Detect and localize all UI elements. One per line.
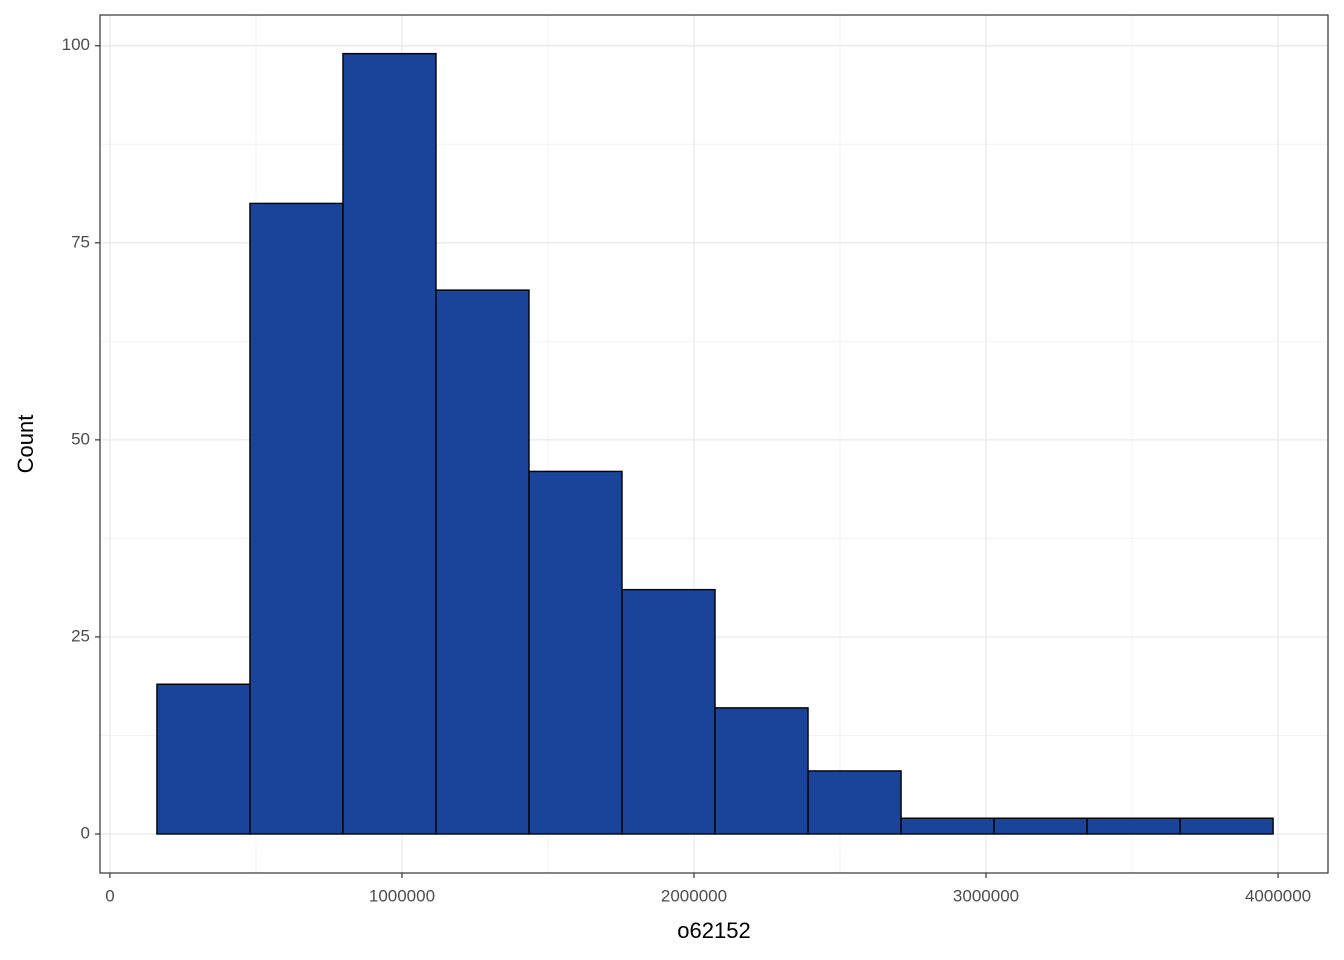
x-tick-label: 3000000 — [953, 886, 1019, 905]
bar — [621, 588, 716, 835]
bar — [900, 817, 995, 835]
x-axis-title: o62152 — [677, 918, 750, 943]
y-tick-label: 50 — [71, 429, 90, 448]
bar — [1086, 817, 1181, 835]
panel-border — [99, 14, 1329, 874]
y-axis-title: Count — [13, 415, 38, 474]
bars — [156, 52, 1274, 835]
bar — [435, 289, 530, 835]
bar — [528, 470, 623, 835]
bar — [714, 707, 809, 835]
x-tick-label: 4000000 — [1245, 886, 1311, 905]
bar — [1179, 817, 1274, 835]
bar — [807, 770, 902, 835]
bar — [249, 202, 344, 835]
x-tick-label: 2000000 — [661, 886, 727, 905]
bar — [156, 683, 251, 835]
axes: 0 1000000 2000000 3000000 4000000 0 25 50 75 100 — [62, 35, 1312, 905]
bar — [342, 52, 437, 835]
y-tick-label: 100 — [62, 35, 90, 54]
y-tick-label: 25 — [71, 626, 90, 645]
y-tick-label: 0 — [81, 823, 90, 842]
y-tick-label: 75 — [71, 232, 90, 251]
bar — [993, 817, 1088, 835]
x-tick-label: 0 — [105, 886, 114, 905]
x-tick-label: 1000000 — [369, 886, 435, 905]
